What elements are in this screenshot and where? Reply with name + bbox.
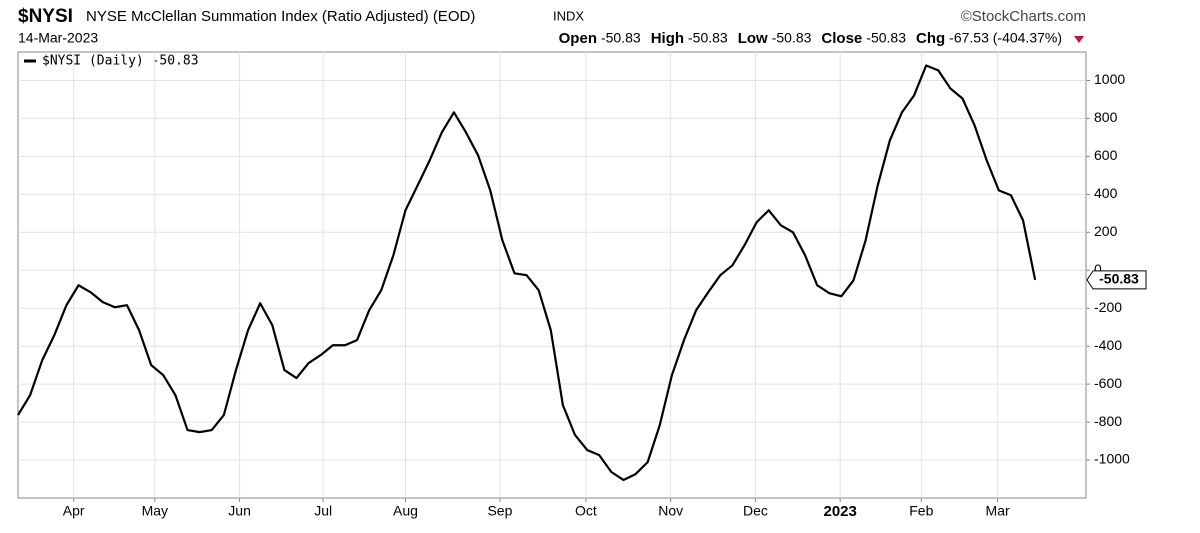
x-tick-label: Sep (487, 503, 512, 519)
x-tick-label: Nov (658, 503, 683, 519)
down-arrow (1074, 36, 1084, 43)
x-tick-label: Dec (743, 503, 768, 519)
x-tick-label: 2023 (824, 503, 857, 520)
quote-label: Low (738, 30, 768, 47)
y-tick-label: 800 (1094, 109, 1118, 125)
quote-label: Close (821, 30, 862, 47)
x-tick-label: Jun (228, 503, 251, 519)
y-tick-label: 600 (1094, 147, 1118, 163)
x-tick-label: Mar (986, 503, 1010, 519)
chart-title: NYSE McClellan Summation Index (Ratio Ad… (86, 8, 475, 25)
last-value-box (1086, 270, 1147, 290)
quote-value: -67.53 (-404.37%) (949, 30, 1062, 46)
y-tick-label: -1000 (1094, 451, 1130, 467)
quote: Open -50.83 High -50.83 Low -50.83 Close -50.83… (559, 30, 1062, 47)
symbol: $NYSI (18, 6, 73, 27)
quote-label: Chg (916, 30, 945, 47)
y-tick-label: 1000 (1094, 71, 1125, 87)
quote-value: -50.83 (772, 30, 812, 46)
quote-label: Open (559, 30, 597, 47)
last-value-label: -50.83 (1099, 271, 1139, 287)
y-tick-label: -400 (1094, 337, 1122, 353)
date: 14-Mar-2023 (18, 30, 98, 46)
quote-value: -50.83 (866, 30, 906, 46)
y-tick-label: 200 (1094, 223, 1118, 239)
quote-label: High (651, 30, 684, 47)
x-tick-label: Apr (63, 503, 85, 519)
y-tick-label: 400 (1094, 185, 1118, 201)
brand: ©StockCharts.com (961, 8, 1086, 25)
y-tick-label: -800 (1094, 413, 1122, 429)
x-tick-label: Feb (909, 503, 933, 519)
y-tick-label: 0 (1094, 261, 1102, 277)
x-tick-label: May (142, 503, 168, 519)
x-tick-label: Oct (575, 503, 597, 519)
exchange: INDX (553, 8, 584, 23)
y-tick-label: -200 (1094, 299, 1122, 315)
line (17, 64, 1037, 482)
quote-value: -50.83 (601, 30, 641, 46)
legend-label: $NYSI (Daily) -50.83 (42, 54, 199, 69)
y-tick-label: -600 (1094, 375, 1122, 391)
plot-frame (17, 51, 1087, 499)
quote-value: -50.83 (688, 30, 728, 46)
x-tick-label: Aug (393, 503, 418, 519)
x-tick-label: Jul (314, 503, 332, 519)
